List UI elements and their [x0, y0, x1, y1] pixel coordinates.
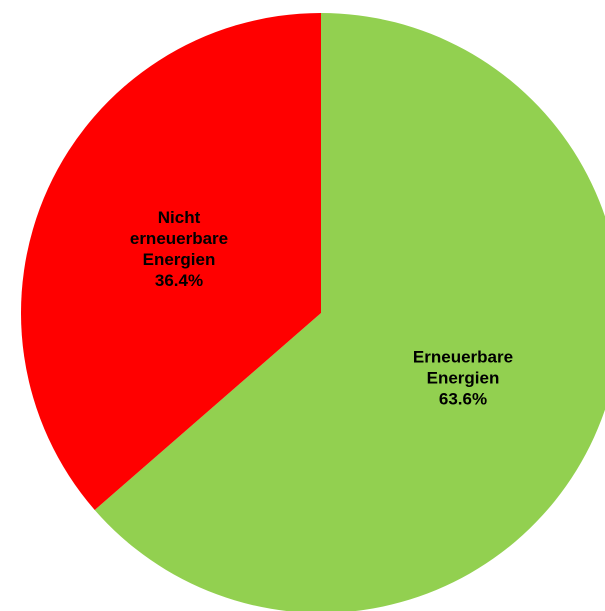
slice-labels: Erneuerbare Energien 63.6% Nicht erneuerbare… — [130, 208, 513, 409]
slice-name-line: Erneuerbare — [413, 348, 513, 367]
slice-label-0: Erneuerbare Energien 63.6% — [413, 348, 513, 409]
slice-name-line: erneuerbare — [130, 229, 228, 248]
pie-slices — [20, 12, 605, 611]
slice-name-line: Energien — [143, 250, 216, 269]
pie-slice-0 — [94, 13, 605, 611]
slice-value-label: 63.6% — [439, 390, 487, 409]
slice-name-line: Nicht — [158, 208, 201, 227]
slice-value-label: 36.4% — [155, 271, 203, 290]
slice-label-1: Nicht erneuerbare Energien 36.4% — [130, 208, 228, 290]
slice-name-line: Energien — [427, 369, 500, 388]
pie-slice-1 — [20, 12, 322, 510]
